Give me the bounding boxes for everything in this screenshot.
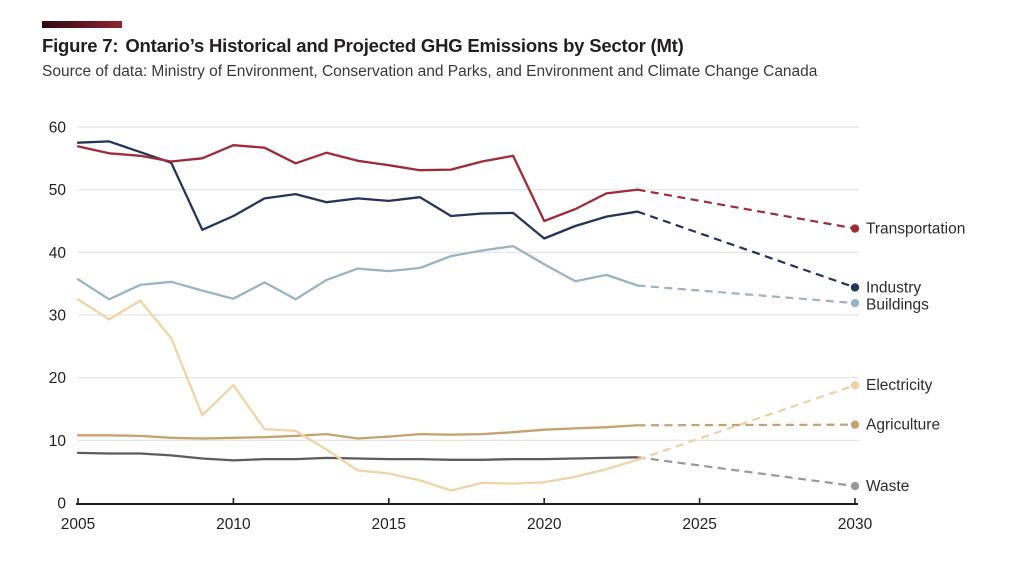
y-tick-label-10: 10 <box>49 433 67 450</box>
series-agriculture-projection <box>637 423 856 427</box>
series-electricity-line <box>76 298 639 492</box>
series-buildings-projection <box>637 284 856 305</box>
series-buildings-line <box>76 244 639 301</box>
y-tick-label-30: 30 <box>49 308 67 325</box>
series-transportation-line <box>76 144 639 223</box>
legend-label-waste: Waste <box>866 478 909 495</box>
series-industry-line <box>76 140 639 240</box>
series-waste-line <box>76 451 639 462</box>
figure-title-text: Ontario’s Historical and Projected GHG E… <box>125 35 684 56</box>
accent-bar <box>42 21 122 28</box>
legend-label-agriculture: Agriculture <box>866 417 940 434</box>
x-tick-label-2015: 2015 <box>372 516 406 533</box>
legend-label-electricity: Electricity <box>866 377 933 394</box>
series-transportation-projection <box>637 188 856 230</box>
source-line: Source of data: Ministry of Environment,… <box>42 63 818 80</box>
y-tick-label-0: 0 <box>57 496 66 513</box>
legend-label-industry: Industry <box>866 279 921 296</box>
x-tick-label-2030: 2030 <box>838 516 873 533</box>
series-waste-projection <box>637 456 856 488</box>
y-tick-label-60: 60 <box>49 120 67 137</box>
series-transportation-endpoint-dot <box>850 224 860 233</box>
y-tick-label-20: 20 <box>49 370 67 387</box>
series-buildings-endpoint-dot <box>850 298 860 308</box>
series-waste-endpoint-dot <box>850 481 860 491</box>
x-tick-label-2005: 2005 <box>61 516 95 533</box>
series-agriculture-line <box>76 424 639 440</box>
x-tick-label-2010: 2010 <box>216 516 251 533</box>
x-tick-label-2025: 2025 <box>682 516 716 533</box>
series-electricity-projection <box>637 384 856 461</box>
series-electricity-endpoint-dot <box>850 380 860 390</box>
legend-label-transportation: Transportation <box>866 221 965 238</box>
figure-title: Figure 7: Ontario’s Historical and Projec… <box>42 35 684 57</box>
legend-label-buildings: Buildings <box>866 296 929 313</box>
x-tick-label-2020: 2020 <box>527 516 562 533</box>
series-industry-projection <box>637 210 856 289</box>
series-agriculture-endpoint-dot <box>850 420 860 429</box>
series-industry-endpoint-dot <box>850 283 860 292</box>
y-tick-label-50: 50 <box>49 182 67 199</box>
y-tick-label-40: 40 <box>49 245 67 262</box>
figure-number: Figure 7: <box>42 35 119 56</box>
